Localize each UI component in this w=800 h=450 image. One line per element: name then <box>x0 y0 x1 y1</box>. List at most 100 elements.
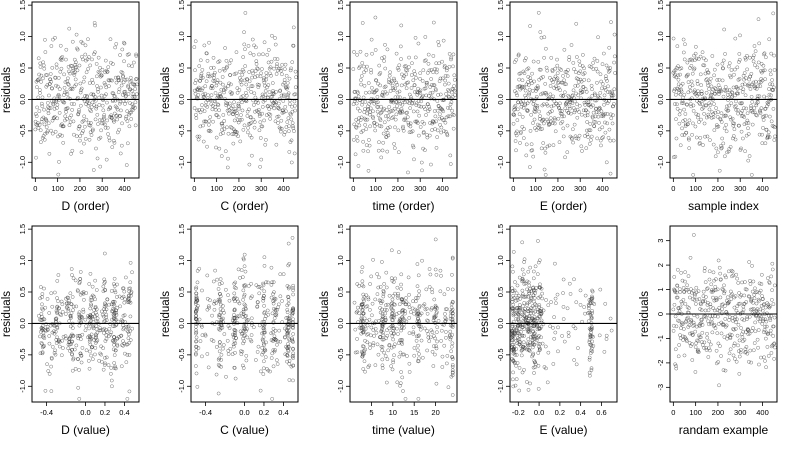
data-point <box>544 65 549 70</box>
data-point <box>41 76 45 81</box>
data-point <box>232 339 237 343</box>
data-point <box>528 265 532 270</box>
data-point <box>75 333 80 338</box>
data-point <box>725 104 729 109</box>
data-point <box>604 160 609 165</box>
data-point <box>511 377 515 382</box>
data-point <box>288 111 293 116</box>
data-point <box>86 120 91 125</box>
data-point <box>109 378 114 383</box>
data-point <box>709 115 714 120</box>
data-point <box>403 100 407 105</box>
data-point <box>760 70 764 75</box>
data-point <box>87 326 91 331</box>
data-point <box>275 57 280 61</box>
data-point <box>213 99 217 104</box>
data-point <box>584 108 588 113</box>
data-point <box>417 133 421 138</box>
data-point <box>419 338 424 343</box>
data-point <box>527 92 531 97</box>
data-point <box>113 290 118 295</box>
data-point <box>551 362 556 366</box>
data-point <box>194 335 199 340</box>
y-axis-label: residuals <box>479 67 491 113</box>
data-point <box>543 173 548 177</box>
data-point <box>568 100 573 105</box>
data-point <box>719 146 724 151</box>
data-point <box>274 142 279 147</box>
data-point <box>714 87 718 91</box>
data-point <box>581 53 585 57</box>
data-point <box>688 295 692 300</box>
data-point <box>125 397 130 401</box>
data-point <box>88 342 93 347</box>
data-point <box>352 122 357 127</box>
data-point <box>396 332 400 336</box>
y-tick-label: -1.0 <box>336 380 345 393</box>
data-point <box>412 311 416 316</box>
data-point <box>535 103 540 108</box>
y-tick-label: -2 <box>656 360 665 367</box>
data-point <box>78 316 82 320</box>
data-point <box>767 135 772 139</box>
data-point <box>391 360 396 365</box>
data-point <box>392 76 396 81</box>
data-point <box>433 87 438 91</box>
data-point <box>238 275 242 280</box>
data-point <box>279 68 283 73</box>
data-point <box>610 89 614 94</box>
data-point <box>604 63 609 68</box>
data-point <box>93 352 97 357</box>
data-point <box>741 113 745 118</box>
data-point <box>582 305 586 309</box>
data-point <box>47 93 51 98</box>
data-point <box>548 92 553 97</box>
data-point <box>68 96 72 101</box>
data-point <box>711 306 716 311</box>
data-point <box>610 121 615 126</box>
data-point <box>275 342 279 347</box>
data-point <box>526 269 531 274</box>
data-point <box>66 76 70 81</box>
data-point <box>407 361 412 366</box>
x-tick-label: 300 <box>414 184 427 193</box>
data-point <box>250 37 255 42</box>
data-point <box>37 72 41 77</box>
data-point <box>427 93 431 98</box>
data-point <box>127 112 132 117</box>
data-point <box>265 104 270 109</box>
data-point <box>517 388 522 393</box>
data-point <box>96 69 101 74</box>
data-point <box>719 89 723 94</box>
data-point <box>538 67 543 72</box>
data-point <box>198 78 202 83</box>
data-point <box>134 92 139 96</box>
data-point <box>739 110 743 115</box>
data-point <box>536 10 541 15</box>
data-point <box>205 144 209 149</box>
data-point <box>741 136 745 141</box>
data-point <box>43 388 48 393</box>
data-point <box>527 283 532 288</box>
data-point <box>401 389 405 393</box>
data-point <box>597 127 602 132</box>
data-point <box>363 118 368 122</box>
data-point <box>543 344 548 349</box>
data-point <box>67 26 72 31</box>
data-point <box>212 301 216 306</box>
data-point <box>411 145 416 150</box>
data-point <box>375 292 380 296</box>
data-point <box>283 62 288 67</box>
data-point <box>601 135 606 139</box>
data-point <box>367 317 372 322</box>
data-point <box>290 236 295 240</box>
data-point <box>69 86 74 91</box>
data-point <box>70 39 75 44</box>
data-point <box>705 335 710 340</box>
data-point <box>113 364 117 369</box>
data-point <box>529 112 534 117</box>
data-point <box>112 276 117 281</box>
data-point <box>681 119 685 123</box>
data-point <box>438 112 442 117</box>
data-point <box>531 102 536 106</box>
